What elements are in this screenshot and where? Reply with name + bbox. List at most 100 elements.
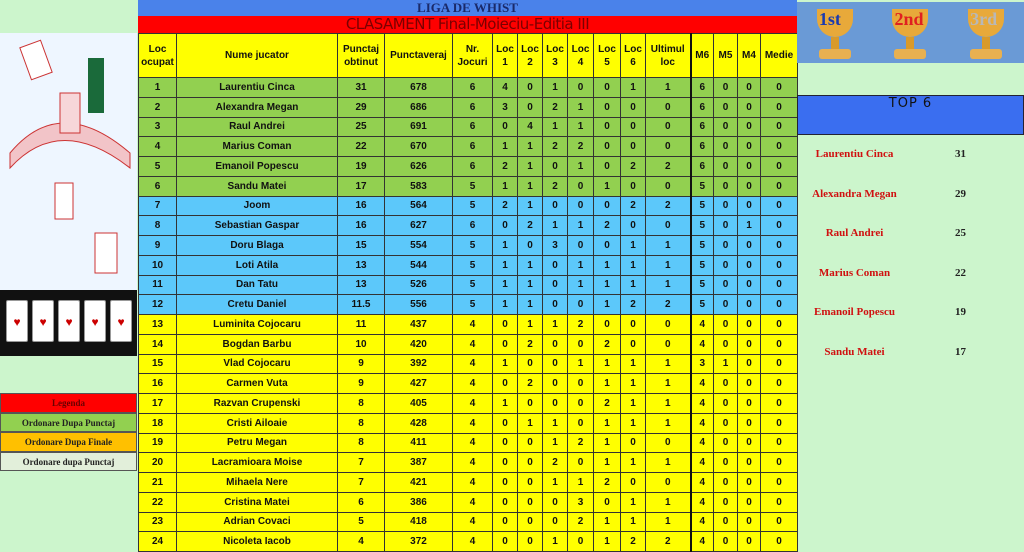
table-cell: 4 (452, 333, 493, 355)
table-cell: 0 (492, 491, 518, 513)
column-header: Loc 5 (593, 33, 621, 78)
table-cell: 4 (689, 412, 714, 434)
table-cell: 1 (567, 156, 594, 177)
table-cell: 6 (689, 156, 714, 177)
player-name: Cristina Matei (176, 491, 338, 513)
player-name: Loti Atila (176, 254, 338, 276)
table-cell: 626 (384, 156, 453, 177)
legend-title: Legenda (0, 393, 137, 413)
table-cell: 1 (567, 472, 594, 493)
table-cell: 3 (138, 116, 177, 138)
table-cell: 31 (337, 77, 385, 98)
player-name: Carmen Vuta (176, 373, 338, 394)
table-cell: 0 (542, 195, 568, 217)
table-cell: 0 (737, 116, 761, 138)
table-cell: 1 (593, 294, 621, 315)
column-header: Loc ocupat (138, 33, 177, 78)
table-cell: 5 (689, 254, 714, 276)
table-cell: 0 (593, 77, 621, 98)
table-cell: 0 (542, 333, 568, 355)
table-cell: 0 (737, 314, 761, 335)
table-cell: 1 (645, 235, 691, 256)
table-cell: 4 (452, 531, 493, 552)
trophy-icon: 3rd (956, 5, 1016, 61)
table-cell: 0 (593, 195, 621, 217)
table-cell: 0 (492, 452, 518, 473)
column-header: M4 (737, 33, 761, 78)
table-cell: 0 (760, 156, 798, 177)
legend-item-orange: Ordonare Dupa Finale (0, 432, 137, 452)
table-cell: 0 (713, 452, 738, 473)
table-cell: 411 (384, 432, 453, 454)
table-cell: 2 (645, 195, 691, 217)
table-cell: 0 (737, 531, 761, 552)
table-cell: 0 (713, 235, 738, 256)
table-cell: 5 (689, 195, 714, 217)
table-cell: 9 (138, 235, 177, 256)
table-cell: 4 (689, 491, 714, 513)
table-cell: 1 (542, 432, 568, 454)
table-cell: 0 (645, 215, 691, 236)
table-row: 22 Cristina Matei 6 386 4 0 0 0 3 0 1 1 4 0 0 0 (138, 491, 798, 513)
table-cell: 420 (384, 333, 453, 355)
table-cell: 1 (567, 353, 594, 375)
table-cell: 3 (689, 353, 714, 375)
table-cell: 10 (138, 254, 177, 276)
table-cell: 392 (384, 353, 453, 375)
table-cell: 0 (713, 156, 738, 177)
table-cell: 0 (645, 333, 691, 355)
column-header: Loc 6 (620, 33, 646, 78)
table-cell: 2 (593, 393, 621, 414)
table-cell: 6 (689, 77, 714, 98)
table-cell: 0 (517, 77, 543, 98)
table-cell: 4 (689, 314, 714, 335)
table-cell: 4 (689, 373, 714, 394)
table-cell: 2 (517, 333, 543, 355)
table-cell: 0 (713, 274, 738, 296)
table-cell: 0 (713, 373, 738, 394)
table-cell: 0 (760, 96, 798, 118)
table-cell: 0 (542, 353, 568, 375)
table-cell: 1 (620, 452, 646, 473)
table-cell: 4 (689, 432, 714, 454)
table-row: 15 Vlad Cojocaru 9 392 4 1 0 0 1 1 1 1 3 1 0 0 (138, 353, 798, 375)
table-cell: 6 (452, 77, 493, 98)
legend-item-light: Ordonare dupa Punctaj (0, 451, 137, 471)
table-cell: 5 (689, 274, 714, 296)
table-cell: 1 (620, 491, 646, 513)
hearts-cards-image: ♥ ♥ ♥ ♥ ♥ (0, 290, 137, 356)
table-row: 4 Marius Coman 22 670 6 1 1 2 2 0 0 0 6 0 0 0 (138, 136, 798, 157)
table-cell: 22 (337, 136, 385, 157)
table-cell: 1 (737, 215, 761, 236)
table-cell: 1 (593, 175, 621, 197)
table-cell: 0 (593, 314, 621, 335)
table-cell: 670 (384, 136, 453, 157)
table-cell: 2 (645, 156, 691, 177)
table-cell: 0 (713, 215, 738, 236)
table-cell: 0 (713, 195, 738, 217)
table-cell: 386 (384, 491, 453, 513)
table-cell: 12 (138, 294, 177, 315)
player-name: Cretu Daniel (176, 294, 338, 315)
table-cell: 1 (542, 116, 568, 138)
table-cell: 17 (337, 175, 385, 197)
table-cell: 5 (337, 511, 385, 533)
table-cell: 4 (517, 116, 543, 138)
table-cell: 0 (645, 314, 691, 335)
table-cell: 6 (689, 136, 714, 157)
table-cell: 2 (593, 333, 621, 355)
table-cell: 0 (542, 254, 568, 276)
table-cell: 0 (760, 314, 798, 335)
table-cell: 0 (713, 511, 738, 533)
player-name: Petru Megan (176, 432, 338, 454)
table-cell: 5 (452, 235, 493, 256)
table-cell: 0 (593, 156, 621, 177)
table-cell: 6 (452, 215, 493, 236)
table-cell: 5 (452, 294, 493, 315)
table-cell: 1 (517, 314, 543, 335)
table-cell: 554 (384, 235, 453, 256)
player-name: Vlad Cojocaru (176, 353, 338, 375)
table-cell: 0 (620, 314, 646, 335)
table-row: 14 Bogdan Barbu 10 420 4 0 2 0 0 2 0 0 4 0 0 0 (138, 333, 798, 355)
table-cell: 0 (517, 531, 543, 552)
